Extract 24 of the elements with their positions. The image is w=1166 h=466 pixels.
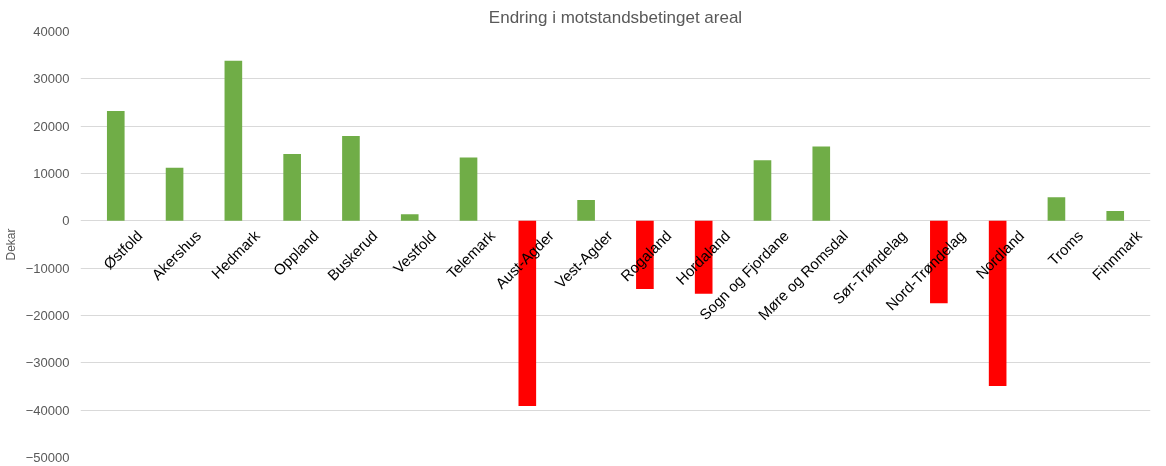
y-tick-label: 20000 [33, 118, 70, 134]
bar [342, 136, 360, 221]
y-axis-title: Dekar [3, 228, 18, 261]
y-tick-label: 30000 [33, 71, 70, 87]
bar [1106, 210, 1125, 221]
chart-title: Endring i motstandsbetinget areal [488, 7, 743, 27]
bar [224, 60, 243, 221]
bar [106, 111, 125, 221]
bar [165, 167, 184, 221]
bar [1047, 197, 1066, 221]
y-tick-label: −10000 [25, 260, 70, 276]
y-tick-label: −40000 [25, 402, 70, 418]
y-tick-label: 10000 [33, 166, 70, 181]
bar [459, 157, 478, 221]
bar [812, 146, 831, 221]
y-tick-label: −50000 [25, 450, 70, 465]
y-tick-label: 40000 [33, 24, 70, 39]
bar [283, 154, 301, 221]
y-tick-label: −20000 [25, 308, 70, 323]
y-tick-label: 0 [62, 213, 70, 229]
bar [400, 214, 419, 221]
bar [577, 200, 595, 221]
y-tick-label: −30000 [25, 355, 70, 371]
bar [753, 160, 772, 221]
